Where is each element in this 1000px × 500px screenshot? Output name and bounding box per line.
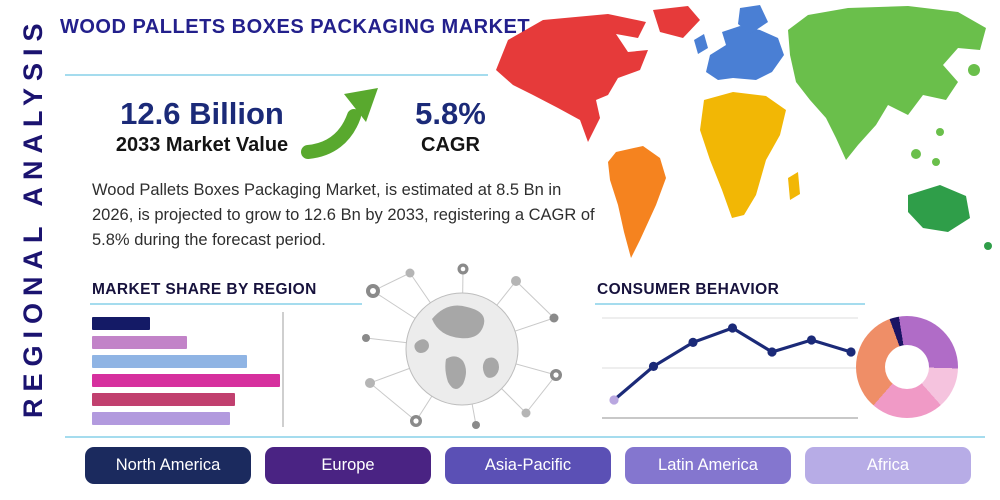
market-value-number: 12.6 Billion <box>88 98 316 131</box>
map-europe-shape <box>706 26 784 80</box>
market-share-underline <box>90 303 362 305</box>
region-button-asia-pacific[interactable]: Asia-Pacific <box>445 447 611 484</box>
market-share-bar-1 <box>92 336 187 349</box>
growth-arrow-body <box>308 116 354 152</box>
line-marker-5 <box>807 335 816 344</box>
map-australia-shape <box>908 185 970 232</box>
map-africa-shape <box>700 92 786 218</box>
market-share-bar-0 <box>92 317 150 330</box>
market-share-bar-2 <box>92 355 247 368</box>
map-scandinavia-shape <box>738 5 768 34</box>
map-philippines-shape <box>936 128 944 136</box>
globe-network-illustration <box>358 263 570 435</box>
consumer-behavior-underline <box>595 303 865 305</box>
map-indonesia-shape <box>911 149 921 159</box>
consumer-behavior-line-chart <box>600 312 865 426</box>
map-south-america-shape <box>608 146 666 258</box>
line-marker-3 <box>728 323 737 332</box>
market-description: Wood Pallets Boxes Packaging Market, is … <box>92 178 604 252</box>
map-greenland-shape <box>653 6 700 38</box>
side-label-regional-analysis: REGIONAL ANALYSIS <box>18 78 58 418</box>
line-series <box>609 323 855 404</box>
line-marker-0 <box>609 395 618 404</box>
line-marker-1 <box>649 362 658 371</box>
donut-hole <box>885 345 929 389</box>
market-value-label: 2033 Market Value <box>88 134 316 157</box>
market-share-section-title: MARKET SHARE BY REGION <box>92 281 317 299</box>
line-marker-2 <box>688 338 697 347</box>
line-marker-6 <box>846 347 855 356</box>
consumer-line-plot <box>600 312 865 426</box>
map-new-zealand-shape <box>984 242 992 250</box>
consumer-behavior-section-title: CONSUMER BEHAVIOR <box>597 281 779 299</box>
market-share-bar-4 <box>92 393 235 406</box>
consumer-donut-chart <box>856 316 958 418</box>
market-share-bars <box>92 317 342 425</box>
cagr-label: CAGR <box>398 134 503 157</box>
map-madagascar-shape <box>788 172 800 200</box>
market-share-bar-5 <box>92 412 230 425</box>
cagr-stat: 5.8% CAGR <box>398 98 503 157</box>
map-japan-shape <box>968 64 980 76</box>
bottom-divider-line <box>65 436 985 438</box>
page-title: WOOD PALLETS BOXES PACKAGING MARKET <box>60 16 530 39</box>
map-asia-shape <box>788 6 986 160</box>
map-uk-shape <box>694 34 708 54</box>
region-button-latin-america[interactable]: Latin America <box>625 447 791 484</box>
map-borneo-shape <box>932 158 940 166</box>
market-value-stat: 12.6 Billion 2033 Market Value <box>88 98 316 157</box>
growth-arrow-icon <box>300 86 382 162</box>
cagr-number: 5.8% <box>398 98 503 131</box>
region-button-north-america[interactable]: North America <box>85 447 251 484</box>
market-share-bar-chart <box>92 317 342 425</box>
top-divider-line <box>65 74 488 76</box>
region-button-europe[interactable]: Europe <box>265 447 431 484</box>
market-share-bar-3 <box>92 374 280 387</box>
region-button-africa[interactable]: Africa <box>805 447 971 484</box>
line-marker-4 <box>767 347 776 356</box>
bar-gridline <box>282 312 284 427</box>
infographic-canvas: REGIONAL ANALYSIS WOOD PALLETS BOXES PAC… <box>0 0 1000 500</box>
